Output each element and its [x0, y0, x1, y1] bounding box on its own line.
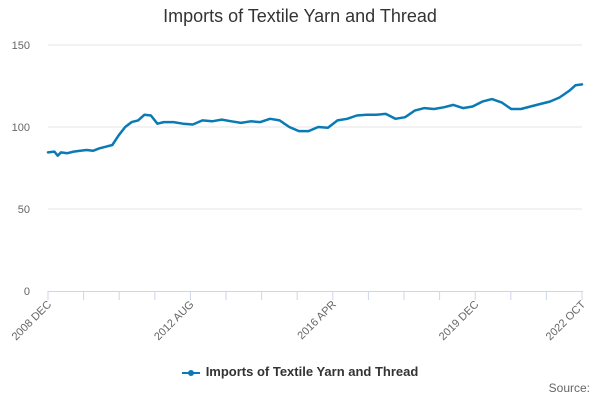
x-axis-ticks: 2008 DEC 2012 AUG 2016 APR 2019 DEC 2022 OCT — [10, 291, 589, 343]
source-label: Source: — [548, 381, 590, 395]
y-axis-ticks: 0 50 100 150 — [12, 40, 30, 298]
series-group — [46, 83, 584, 157]
x-tick-label: 2016 APR — [295, 299, 339, 343]
y-tick-label: 50 — [18, 204, 30, 216]
x-tick-label: 2008 DEC — [10, 299, 54, 343]
y-tick-label: 150 — [12, 40, 30, 52]
x-tick-label: 2022 OCT — [544, 298, 589, 343]
x-tick-label: 2019 DEC — [437, 299, 481, 343]
series-line[interactable] — [46, 83, 584, 157]
legend-label: Imports of Textile Yarn and Thread — [205, 364, 419, 379]
grid-lines — [48, 44, 582, 210]
chart-title: Imports of Textile Yarn and Thread — [163, 6, 437, 26]
legend[interactable]: Imports of Textile Yarn and Thread — [0, 364, 600, 379]
y-tick-label: 100 — [12, 122, 30, 134]
legend-line-icon — [181, 369, 200, 376]
y-tick-label: 0 — [24, 286, 30, 298]
x-tick-label: 2012 AUG — [152, 299, 196, 343]
